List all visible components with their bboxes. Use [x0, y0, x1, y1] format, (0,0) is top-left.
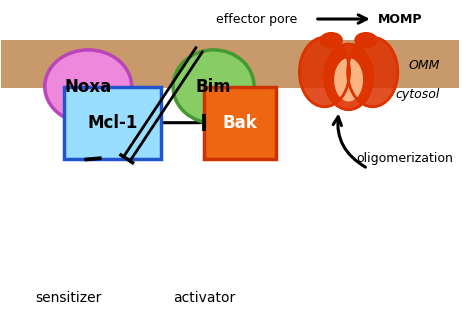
- Ellipse shape: [325, 44, 373, 110]
- Text: cytosol: cytosol: [396, 88, 440, 101]
- Ellipse shape: [300, 37, 349, 107]
- Ellipse shape: [334, 58, 363, 101]
- Bar: [64, 87, 161, 159]
- Text: MOMP: MOMP: [377, 13, 422, 25]
- Text: oligomerization: oligomerization: [356, 152, 453, 165]
- Text: Noxa: Noxa: [64, 78, 112, 95]
- Ellipse shape: [320, 33, 342, 47]
- Text: activator: activator: [173, 291, 235, 305]
- Text: sensitizer: sensitizer: [36, 291, 102, 305]
- Text: Bak: Bak: [223, 114, 257, 132]
- Text: Mcl-1: Mcl-1: [87, 114, 137, 132]
- Ellipse shape: [45, 50, 132, 123]
- Text: Bim: Bim: [196, 78, 231, 95]
- Bar: [1, 40, 458, 89]
- Ellipse shape: [173, 50, 254, 123]
- Bar: [204, 87, 276, 159]
- Ellipse shape: [356, 33, 376, 47]
- Text: effector pore: effector pore: [216, 13, 298, 25]
- Text: OMM: OMM: [409, 59, 440, 72]
- Ellipse shape: [347, 37, 398, 107]
